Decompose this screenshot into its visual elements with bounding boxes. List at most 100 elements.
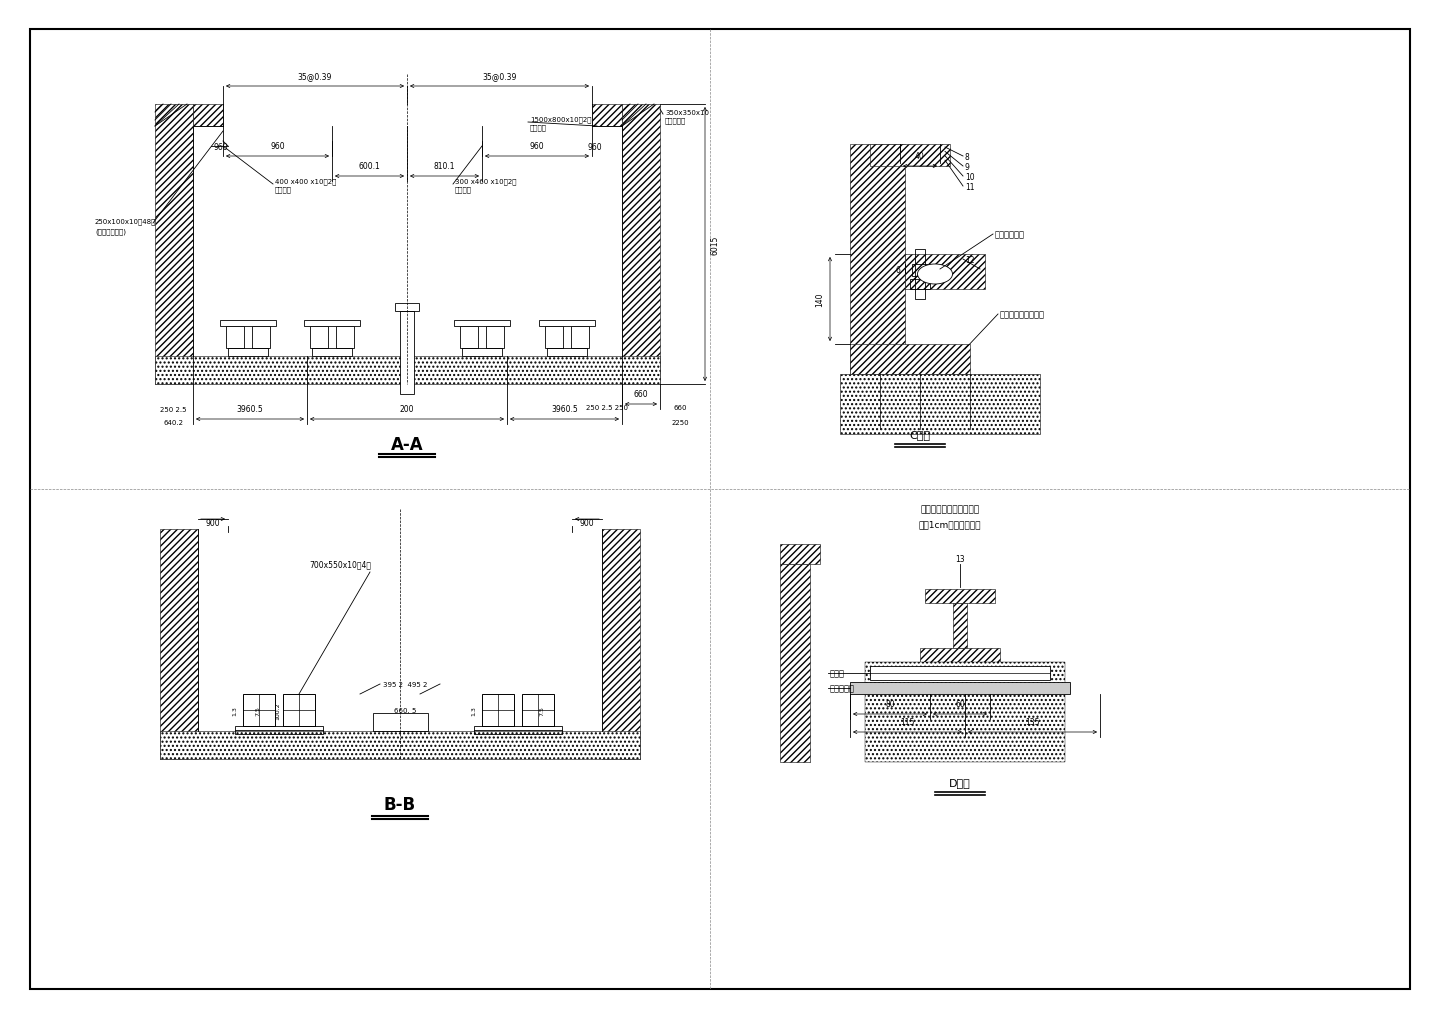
Bar xyxy=(602,530,639,759)
Text: 700x550x10共4块: 700x550x10共4块 xyxy=(310,560,372,569)
Text: 600.1: 600.1 xyxy=(359,162,380,171)
Bar xyxy=(373,713,428,732)
Bar xyxy=(914,250,924,300)
Text: 上面1cm水泥砂浆抹平: 上面1cm水泥砂浆抹平 xyxy=(919,520,981,529)
Bar xyxy=(850,683,1070,694)
Bar xyxy=(850,344,971,375)
Bar xyxy=(544,327,563,348)
Bar xyxy=(395,304,419,312)
Text: 与池壁平: 与池壁平 xyxy=(530,124,547,131)
Bar xyxy=(156,105,193,384)
Bar xyxy=(156,357,660,384)
Text: 现场调整合适后焊接: 现场调整合适后焊接 xyxy=(999,310,1045,319)
Text: 6: 6 xyxy=(896,265,900,274)
Bar xyxy=(572,327,589,348)
Text: 900: 900 xyxy=(580,518,595,527)
Text: 810.1: 810.1 xyxy=(433,162,455,171)
Text: 960: 960 xyxy=(271,142,285,151)
Text: 1.3: 1.3 xyxy=(471,705,477,715)
Bar xyxy=(193,105,223,127)
Bar xyxy=(780,565,809,762)
Bar xyxy=(865,662,1066,762)
Text: B-B: B-B xyxy=(384,795,416,813)
Bar xyxy=(850,145,904,405)
Text: 10: 10 xyxy=(965,172,975,181)
Text: 80: 80 xyxy=(886,699,894,708)
Text: (与台阶顶面平): (与台阶顶面平) xyxy=(95,228,127,235)
Text: 960: 960 xyxy=(213,143,228,152)
Bar xyxy=(312,348,351,357)
Text: 250 2.5 250: 250 2.5 250 xyxy=(586,405,628,411)
Bar xyxy=(910,280,930,289)
Text: 640.2: 640.2 xyxy=(163,420,183,426)
Text: 60: 60 xyxy=(955,699,965,708)
Text: 660: 660 xyxy=(674,405,687,411)
Text: 12: 12 xyxy=(965,255,975,264)
Text: 140: 140 xyxy=(815,292,824,307)
Bar xyxy=(243,694,275,727)
Bar xyxy=(521,694,554,727)
Bar xyxy=(160,530,199,759)
Text: 250x100x10共48块: 250x100x10共48块 xyxy=(95,218,157,225)
Bar xyxy=(924,589,995,603)
Text: 960: 960 xyxy=(530,142,544,151)
Text: 与池顶面平: 与池顶面平 xyxy=(665,117,687,124)
Bar xyxy=(462,348,503,357)
Text: C放大: C放大 xyxy=(910,430,930,439)
Text: 8: 8 xyxy=(965,153,969,161)
Text: 7.5: 7.5 xyxy=(255,705,261,715)
Bar xyxy=(592,105,622,127)
Text: 35@0.39: 35@0.39 xyxy=(482,72,517,81)
Bar xyxy=(459,327,478,348)
Text: 660. 5: 660. 5 xyxy=(393,707,416,713)
Text: 3960.5: 3960.5 xyxy=(236,405,264,414)
Text: D放大: D放大 xyxy=(949,777,971,788)
Text: 200: 200 xyxy=(400,405,415,414)
Bar xyxy=(304,321,360,327)
Bar xyxy=(284,694,315,727)
Text: 250 2.5: 250 2.5 xyxy=(160,407,186,413)
Bar xyxy=(920,648,999,662)
Text: 与池壁平: 与池壁平 xyxy=(275,186,292,194)
Bar xyxy=(539,321,595,327)
Text: 900: 900 xyxy=(206,518,220,527)
Bar xyxy=(547,348,588,357)
Text: 115: 115 xyxy=(900,717,914,727)
Text: 35@0.39: 35@0.39 xyxy=(298,72,333,81)
Text: 13: 13 xyxy=(955,555,965,564)
Text: 轨道安装调整合适后填沙: 轨道安装调整合适后填沙 xyxy=(920,505,979,514)
Text: 395 2  495 2: 395 2 495 2 xyxy=(383,682,428,688)
Text: 与池壁平: 与池壁平 xyxy=(455,186,472,194)
Bar xyxy=(904,255,985,289)
Bar xyxy=(160,732,639,759)
Bar xyxy=(228,348,268,357)
Text: 1.3: 1.3 xyxy=(232,705,238,715)
Bar xyxy=(474,727,562,735)
Bar xyxy=(226,327,243,348)
Bar xyxy=(780,544,819,565)
Bar xyxy=(220,321,276,327)
Text: A-A: A-A xyxy=(390,435,423,453)
Text: 3960.5: 3960.5 xyxy=(552,405,577,414)
Text: 1500x800x10共2块: 1500x800x10共2块 xyxy=(530,116,592,123)
Bar xyxy=(454,321,510,327)
Text: 300 x460 x10共2块: 300 x460 x10共2块 xyxy=(455,178,517,185)
Text: 350x350x10: 350x350x10 xyxy=(665,110,708,116)
Text: 135: 135 xyxy=(1025,717,1040,727)
Bar xyxy=(487,327,504,348)
Text: 40: 40 xyxy=(916,152,924,161)
Bar xyxy=(235,727,323,735)
Text: 2250: 2250 xyxy=(671,420,688,426)
Bar xyxy=(870,145,950,167)
Bar xyxy=(252,327,271,348)
Text: 6015: 6015 xyxy=(711,235,720,255)
Text: 驱动总齿装置: 驱动总齿装置 xyxy=(995,230,1025,239)
Text: 960: 960 xyxy=(588,143,602,152)
Text: 100.2: 100.2 xyxy=(275,701,281,719)
Bar xyxy=(840,375,1040,434)
Bar xyxy=(870,666,1050,681)
Text: 400 x400 x10共2块: 400 x400 x10共2块 xyxy=(275,178,337,185)
Bar xyxy=(336,327,354,348)
Bar xyxy=(953,603,968,648)
Text: 7.5: 7.5 xyxy=(540,705,544,715)
